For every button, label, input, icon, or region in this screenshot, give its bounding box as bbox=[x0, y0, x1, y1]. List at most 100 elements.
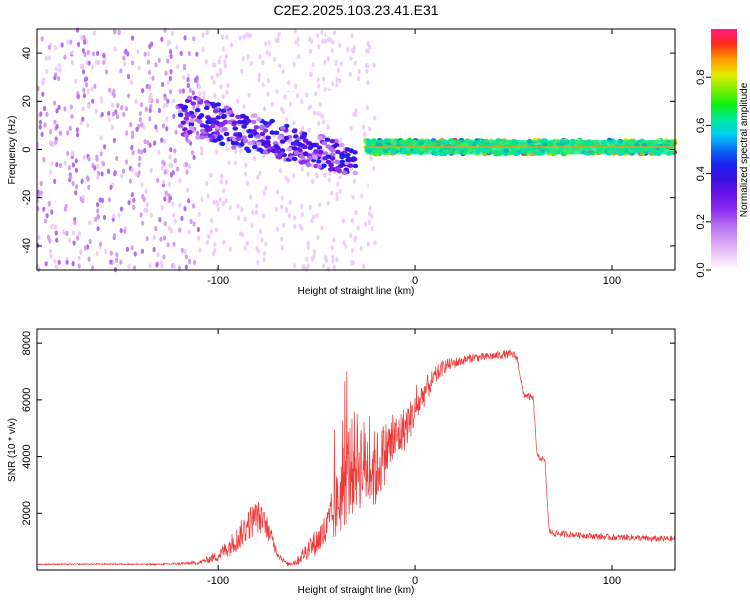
heat-cell bbox=[370, 226, 374, 232]
heat-cell bbox=[243, 171, 247, 177]
heat-cell bbox=[82, 154, 86, 160]
heat-cell bbox=[322, 119, 326, 125]
heat-cell bbox=[200, 150, 204, 156]
heat-cell bbox=[256, 174, 260, 180]
heat-cell bbox=[373, 219, 377, 225]
spectrogram-panel: -100 0 100 -40 -20 0 20 40 Height of straight … bbox=[7, 27, 678, 297]
heat-cell bbox=[287, 226, 291, 232]
heat-cell bbox=[368, 205, 372, 211]
heat-cell bbox=[54, 66, 59, 72]
heat-cell bbox=[257, 76, 261, 83]
heat-cell bbox=[204, 36, 208, 42]
heat-cell bbox=[227, 109, 234, 115]
heat-cell bbox=[352, 170, 359, 176]
heat-cell bbox=[178, 202, 182, 208]
heat-cell bbox=[162, 138, 167, 144]
heat-cell bbox=[350, 217, 354, 223]
heat-cell bbox=[331, 123, 336, 130]
colorbar-tick-label: 0.0 bbox=[695, 262, 707, 277]
colorbar-tick-label: 0.4 bbox=[695, 166, 707, 181]
heat-cell bbox=[239, 148, 243, 154]
heat-cell bbox=[316, 235, 320, 241]
heat-cell bbox=[48, 238, 52, 244]
x-tick-label: 100 bbox=[603, 275, 621, 287]
heat-cell bbox=[148, 142, 152, 148]
heat-cell bbox=[181, 88, 185, 94]
heat-cell bbox=[245, 32, 249, 38]
heat-cell bbox=[129, 121, 133, 127]
heat-cell bbox=[42, 157, 46, 163]
heat-cell bbox=[314, 91, 318, 97]
heat-cell bbox=[205, 29, 209, 35]
heat-cell bbox=[283, 180, 287, 186]
heat-cell bbox=[267, 60, 271, 66]
heat-cell bbox=[247, 33, 251, 39]
heat-cell bbox=[126, 73, 131, 80]
heat-cell bbox=[224, 197, 228, 203]
heat-cell bbox=[246, 54, 250, 60]
heat-cell bbox=[201, 46, 205, 53]
heat-cell bbox=[173, 148, 177, 154]
heat-cell bbox=[304, 266, 308, 272]
heat-cell bbox=[274, 38, 278, 44]
heat-cell bbox=[95, 59, 99, 65]
heat-cell bbox=[76, 132, 80, 138]
heat-cell bbox=[58, 67, 62, 73]
heat-cell bbox=[352, 178, 356, 184]
heat-cell bbox=[95, 251, 99, 257]
heat-cell bbox=[109, 184, 113, 190]
heat-cell bbox=[356, 225, 360, 231]
heat-cell bbox=[322, 263, 326, 269]
heat-cell bbox=[320, 257, 324, 264]
heat-cell bbox=[48, 140, 52, 146]
heat-cell bbox=[186, 82, 190, 89]
x-tick-label: -100 bbox=[207, 275, 229, 287]
heat-cell bbox=[222, 239, 226, 245]
heat-cell bbox=[322, 229, 326, 235]
heat-cell bbox=[130, 35, 135, 41]
colorbar-gradient bbox=[711, 29, 737, 270]
heat-cell bbox=[269, 130, 276, 135]
heat-cell bbox=[76, 94, 80, 100]
heat-cell bbox=[247, 141, 253, 146]
heat-cell bbox=[339, 61, 343, 67]
heat-cell bbox=[127, 263, 131, 270]
heat-cell bbox=[68, 237, 72, 243]
heat-cell bbox=[315, 241, 319, 248]
heat-cell bbox=[178, 103, 184, 109]
heat-cell bbox=[325, 154, 332, 159]
heat-cell bbox=[120, 173, 124, 179]
heat-cell bbox=[87, 60, 91, 66]
heat-cell bbox=[209, 134, 216, 140]
heat-cell bbox=[243, 216, 247, 222]
heat-cell bbox=[330, 120, 334, 126]
heat-cell bbox=[128, 178, 132, 184]
heat-cell bbox=[74, 158, 78, 164]
heat-cell bbox=[251, 209, 255, 215]
heat-cell bbox=[308, 204, 312, 210]
heat-cell bbox=[45, 213, 49, 219]
heat-cell bbox=[169, 53, 173, 59]
heat-cell bbox=[327, 36, 331, 43]
heat-cell bbox=[75, 27, 80, 33]
heat-cell bbox=[49, 253, 53, 259]
heat-cell bbox=[137, 170, 141, 176]
heat-cell bbox=[327, 167, 334, 172]
heat-cell bbox=[79, 63, 84, 69]
heat-cell bbox=[275, 226, 280, 232]
heat-cell bbox=[169, 172, 173, 178]
heat-cell bbox=[318, 102, 322, 108]
heat-cell bbox=[145, 236, 149, 242]
heat-cell bbox=[166, 242, 170, 248]
heat-cell bbox=[152, 246, 156, 253]
heat-cell bbox=[138, 117, 142, 123]
heat-cell bbox=[112, 88, 116, 94]
heat-cell bbox=[187, 50, 191, 57]
heat-cell bbox=[47, 44, 52, 51]
snr-frame bbox=[36, 328, 676, 571]
heat-cell bbox=[65, 259, 69, 265]
colorbar-ticks: 0.0 0.2 0.4 0.6 0.8 bbox=[695, 70, 711, 278]
heat-cell bbox=[320, 29, 324, 36]
heat-cell bbox=[130, 145, 134, 151]
heat-cell bbox=[229, 42, 234, 48]
